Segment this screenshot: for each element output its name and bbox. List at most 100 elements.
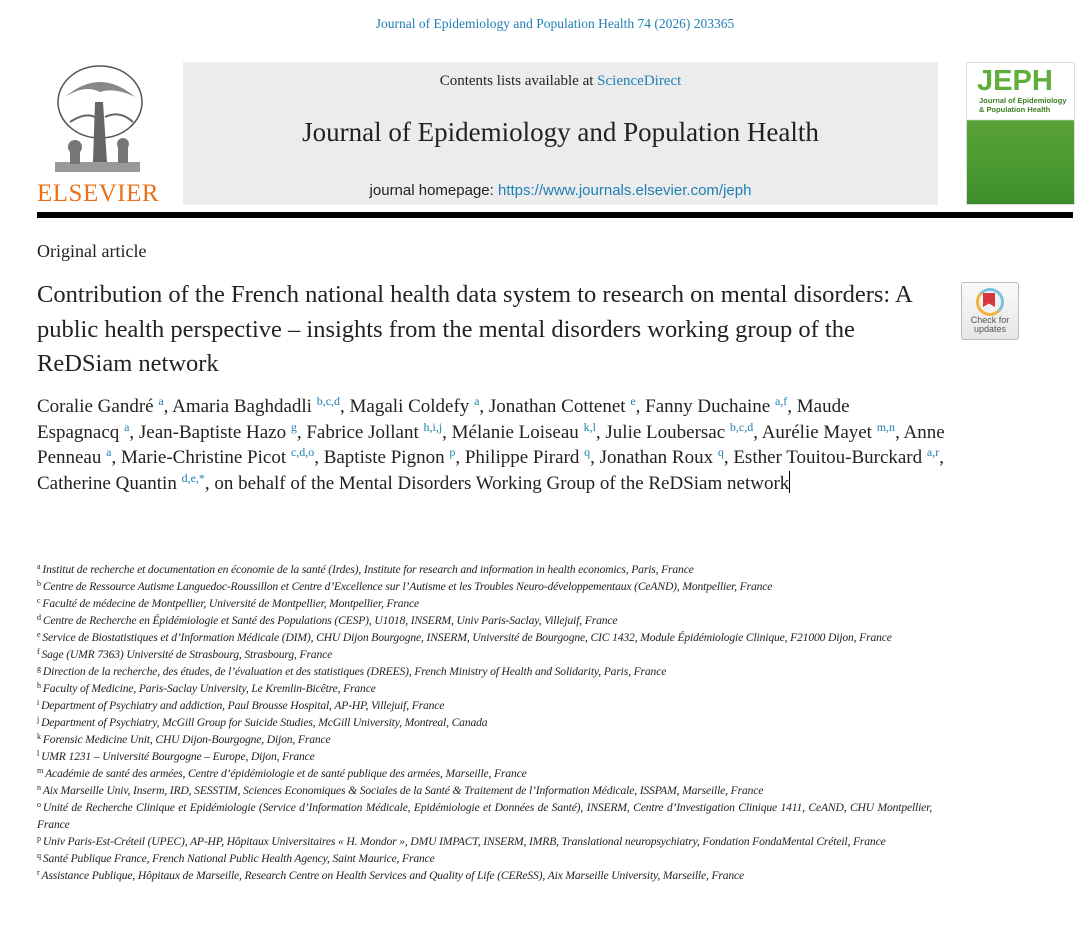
- contents-line: Contents lists available at ScienceDirec…: [183, 73, 938, 90]
- homepage-link[interactable]: https://www.journals.elsevier.com/jeph: [497, 182, 752, 199]
- affiliation-item: k Forensic Medicine Unit, CHU Dijon-Bourg…: [37, 731, 932, 748]
- author-name[interactable]: Fanny Duchaine: [645, 396, 771, 417]
- affiliation-item: r Assistance Publique, Hôpitaux de Marsei…: [37, 867, 932, 884]
- affiliation-item: q Santé Publique France, French National …: [37, 850, 932, 867]
- author-affiliation-marker[interactable]: a: [158, 394, 164, 408]
- affiliation-letter: j: [37, 715, 40, 724]
- author-name[interactable]: Catherine Quantin: [37, 473, 177, 495]
- affiliation-item: n Aix Marseille Univ, Inserm, IRD, SESSTI…: [37, 782, 932, 799]
- author-name[interactable]: Maude Espagnacq: [37, 396, 850, 443]
- author-affiliation-marker[interactable]: m,n: [876, 419, 896, 434]
- affiliation-letter: f: [37, 647, 40, 656]
- author-affiliation-marker[interactable]: e: [630, 394, 636, 408]
- article-type: Original article: [37, 241, 147, 261]
- affiliation-letter: q: [37, 851, 41, 860]
- author-affiliation-marker[interactable]: k,l: [583, 419, 596, 434]
- bookmark-icon: [983, 293, 995, 307]
- affiliation-item: b Centre de Ressource Autisme Languedoc-R…: [37, 578, 932, 595]
- affiliation-item: h Faculty of Medicine, Paris-Saclay Unive…: [37, 680, 932, 697]
- article-title: Contribution of the French national heal…: [37, 281, 912, 377]
- author-affiliation-marker[interactable]: a: [474, 394, 480, 408]
- affiliation-item: e Service de Biostatistiques et d’Informa…: [37, 629, 932, 646]
- author-affiliation-marker[interactable]: b,c,d: [729, 419, 754, 434]
- author-affiliation-marker[interactable]: a,r: [926, 445, 940, 460]
- cover-subtitle: Journal of Epidemiology & Population Heal…: [979, 96, 1067, 114]
- affiliation-item: f Sage (UMR 7363) Université de Strasbour…: [37, 646, 932, 663]
- affiliation-text: Forensic Medicine Unit, CHU Dijon-Bourgo…: [42, 733, 331, 746]
- author-name[interactable]: Aurélie Mayet: [761, 421, 872, 443]
- author-name[interactable]: Baptiste Pignon: [323, 447, 445, 469]
- affiliation-text: Direction de la recherche, des études, d…: [42, 665, 667, 678]
- affiliation-item: a Institut de recherche et documentation …: [37, 561, 932, 578]
- affiliation-letter: i: [37, 698, 40, 707]
- journal-title: Journal of Epidemiology and Population H…: [302, 117, 819, 147]
- author-affiliation-marker[interactable]: d,e,*: [181, 471, 205, 486]
- affiliation-text: Service de Biostatistiques et d’Informat…: [42, 631, 892, 644]
- author-affiliation-marker[interactable]: a: [106, 445, 112, 460]
- contents-prefix: Contents lists available at: [439, 73, 598, 89]
- elsevier-logo[interactable]: ELSEVIER: [37, 62, 160, 207]
- affiliation-text: Unité de Recherche Clinique et Epidémiol…: [37, 801, 932, 831]
- author-affiliation-marker[interactable]: c,d,o: [290, 445, 315, 460]
- affiliation-letter: o: [37, 800, 41, 809]
- journal-cover-image[interactable]: JEPH Journal of Epidemiology & Population…: [966, 62, 1075, 205]
- text-cursor: [789, 471, 791, 494]
- affiliation-letter: l: [37, 749, 40, 758]
- affiliation-letter: m: [37, 766, 44, 775]
- affiliation-letter: p: [37, 834, 41, 843]
- affiliation-item: d Centre de Recherche en Épidémiologie et…: [37, 612, 932, 629]
- journal-citation-link[interactable]: Journal of Epidemiology and Population H…: [375, 16, 735, 31]
- cover-line2: & Population Health: [979, 105, 1051, 114]
- cover-line1: Journal of Epidemiology: [979, 96, 1067, 105]
- elsevier-tree-icon: [45, 62, 149, 180]
- author-name[interactable]: Julie Loubersac: [605, 421, 726, 443]
- author-name[interactable]: Amaria Baghdadli: [172, 396, 312, 417]
- author-affiliation-marker[interactable]: q: [717, 445, 724, 460]
- author-name[interactable]: Marie-Christine Picot: [120, 447, 287, 469]
- author-name[interactable]: Jonathan Roux: [599, 447, 714, 469]
- affiliation-letter: b: [37, 579, 41, 588]
- author-affiliation-marker[interactable]: a,f: [774, 394, 788, 408]
- author-affiliation-marker[interactable]: b,c,d: [316, 394, 341, 408]
- author-name[interactable]: Esther Touitou-Burckard: [733, 447, 923, 469]
- elsevier-wordmark: ELSEVIER: [37, 180, 160, 207]
- author-affiliation-marker[interactable]: a: [124, 419, 130, 434]
- affiliation-text: Institut de recherche et documentation e…: [42, 563, 694, 576]
- affiliation-text: Department of Psychiatry and addiction, …: [41, 699, 445, 712]
- authors-suffix: , on behalf of the Mental Disorders Work…: [204, 473, 790, 495]
- affiliation-item: g Direction de la recherche, des études, …: [37, 663, 932, 680]
- affiliation-letter: a: [37, 562, 41, 571]
- check-for-updates-button[interactable]: Check for updates: [961, 282, 1019, 340]
- author-name[interactable]: Anne Penneau: [37, 421, 945, 469]
- check-updates-line1: Check for: [970, 315, 1010, 325]
- affiliation-letter: e: [37, 630, 41, 639]
- affiliation-text: Assistance Publique, Hôpitaux de Marseil…: [41, 869, 745, 882]
- check-updates-ring-icon: [976, 288, 1004, 316]
- affiliation-letter: d: [37, 613, 41, 622]
- homepage-prefix: journal homepage:: [369, 182, 498, 199]
- author-name[interactable]: Jean-Baptiste Hazo: [138, 421, 287, 443]
- author-affiliation-marker[interactable]: g: [290, 419, 297, 434]
- author-affiliation-marker[interactable]: h,i,j: [423, 419, 443, 434]
- author-name[interactable]: Philippe Pirard: [464, 447, 580, 469]
- sciencedirect-link[interactable]: ScienceDirect: [597, 73, 682, 89]
- affiliation-list: a Institut de recherche et documentation …: [37, 561, 932, 884]
- author-name[interactable]: Jonathan Cottenet: [488, 396, 626, 417]
- affiliation-text: Sage (UMR 7363) Université de Strasbourg…: [41, 648, 333, 661]
- author-name[interactable]: Fabrice Jollant: [306, 421, 419, 443]
- affiliation-text: Académie de santé des armées, Centre d’é…: [45, 767, 527, 780]
- author-name[interactable]: Magali Coldefy: [349, 396, 470, 417]
- affiliation-text: UMR 1231 – Université Bourgogne – Europe…: [41, 750, 315, 763]
- author-affiliation-marker[interactable]: p: [449, 445, 456, 460]
- check-updates-label: Check for updates: [962, 316, 1018, 334]
- affiliation-text: Centre de Recherche en Épidémiologie et …: [42, 614, 618, 627]
- affiliation-item: l UMR 1231 – Université Bourgogne – Europ…: [37, 748, 932, 765]
- affiliation-item: m Académie de santé des armées, Centre d’…: [37, 765, 932, 782]
- author-affiliation-marker[interactable]: q: [584, 445, 591, 460]
- journal-masthead: Contents lists available at ScienceDirec…: [183, 62, 938, 205]
- affiliation-text: Department of Psychiatry, McGill Group f…: [41, 716, 488, 729]
- affiliation-letter: r: [37, 868, 40, 877]
- author-name[interactable]: Coralie Gandré: [37, 396, 154, 417]
- author-name[interactable]: Mélanie Loiseau: [451, 421, 579, 443]
- check-updates-line2: updates: [973, 324, 1007, 334]
